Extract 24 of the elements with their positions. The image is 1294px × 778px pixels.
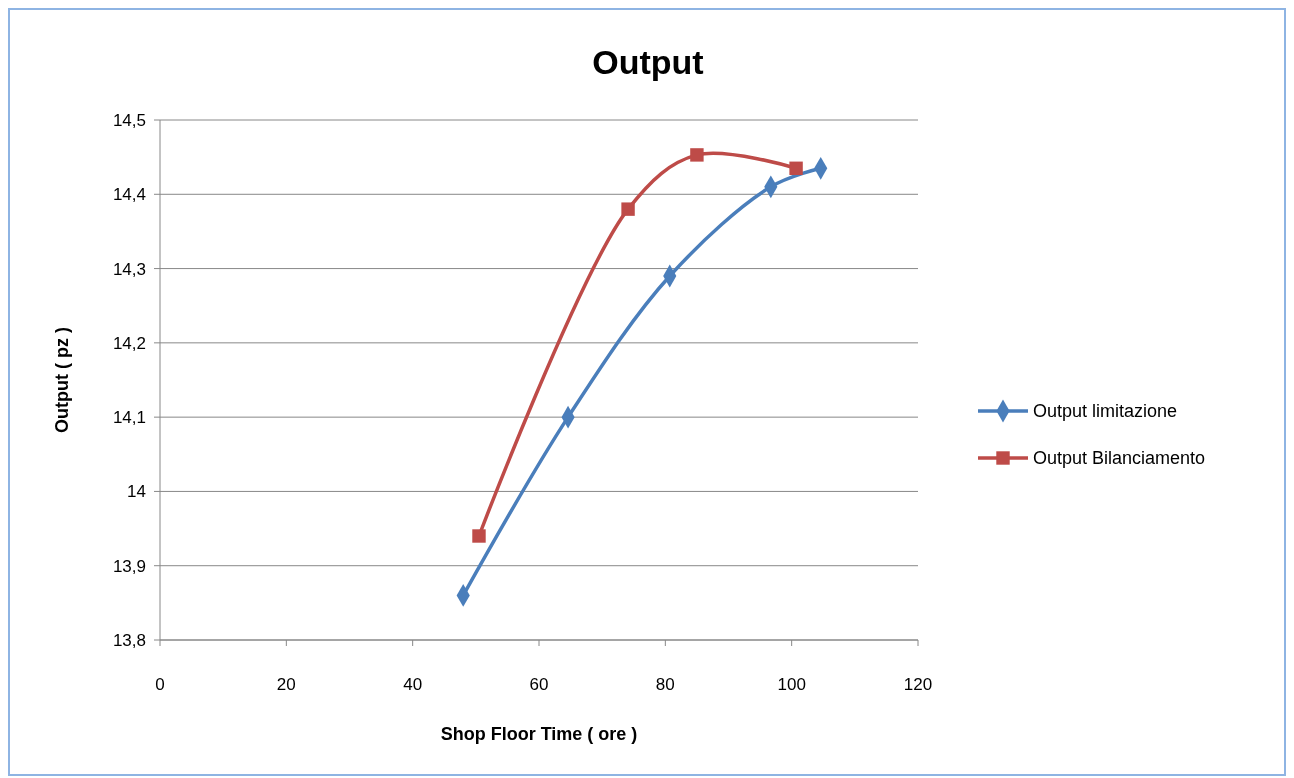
chart-title: Output	[592, 43, 704, 81]
x-axis-title: Shop Floor Time ( ore )	[440, 724, 638, 744]
x-tick-label: 100	[777, 675, 806, 694]
x-tick-label: 0	[155, 675, 165, 694]
y-tick-label: 14	[127, 482, 146, 502]
point	[621, 202, 635, 216]
y-tick-label: 14,4	[112, 185, 146, 205]
y-tick-label: 14,1	[112, 408, 146, 428]
x-tick-label: 60	[529, 675, 549, 694]
x-tick-label: 80	[655, 675, 675, 694]
y-tick-label: 14,5	[112, 110, 146, 130]
y-tick-label: 13,9	[112, 556, 146, 576]
x-tick-label: 20	[276, 675, 296, 694]
y-axis-title: Output ( pz )	[52, 327, 72, 433]
point	[789, 161, 803, 175]
legend-label: Output limitazione	[1033, 401, 1178, 422]
legend-label: Output Bilanciamento	[1033, 448, 1206, 469]
y-tick-label: 14,3	[112, 259, 146, 279]
point	[690, 148, 704, 162]
y-tick-label: 14,2	[112, 333, 146, 353]
x-tick-label: 40	[403, 675, 423, 694]
y-tick-label: 13,8	[112, 630, 146, 650]
x-tick-label: 120	[903, 675, 933, 694]
point	[472, 529, 486, 543]
